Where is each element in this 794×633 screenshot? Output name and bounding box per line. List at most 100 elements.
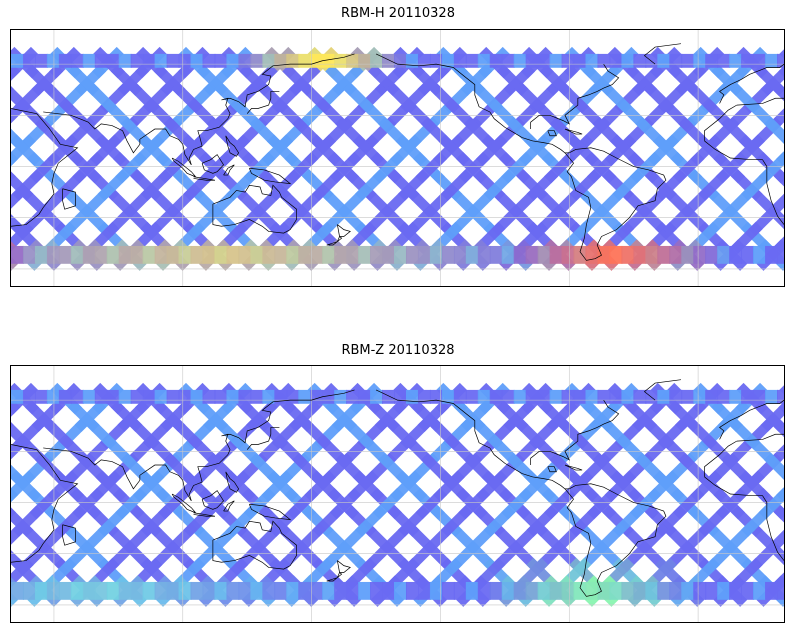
swath-north-belt — [214, 389, 228, 404]
swath-north-belt — [645, 389, 659, 404]
swath-south-belt — [513, 245, 527, 264]
coastline — [564, 147, 667, 261]
swath-south-belt — [633, 581, 647, 600]
swath-south-belt — [298, 581, 312, 600]
coastline — [225, 471, 240, 493]
swath-north-belt — [585, 389, 599, 404]
swath-ascending — [11, 522, 26, 545]
swath-south-belt — [477, 245, 491, 264]
swath-north-belt — [741, 389, 755, 404]
swath-south-belt — [178, 581, 192, 600]
swath-south-belt — [34, 245, 48, 264]
coastline — [201, 154, 224, 174]
coastline — [171, 493, 196, 514]
swath-north-belt — [465, 53, 479, 68]
swath-north-belt — [202, 389, 216, 404]
gridlines — [11, 30, 784, 286]
swath-north-belt — [46, 389, 60, 404]
swath-north-belt — [753, 53, 767, 68]
swath-layer — [11, 382, 784, 607]
swath-south-belt — [286, 245, 300, 264]
swath-south-belt — [46, 581, 60, 600]
swath-south-belt — [453, 245, 467, 264]
swath-south-belt — [621, 581, 635, 600]
swath-south-belt — [741, 581, 755, 600]
swath-south-belt — [94, 245, 108, 264]
coastline — [530, 63, 620, 130]
swath-south-belt — [46, 245, 60, 264]
map-panel-rbm-z — [10, 365, 785, 623]
swath-south-belt — [154, 245, 168, 264]
swath-south-belt — [681, 245, 695, 264]
swath-south-belt — [549, 245, 563, 264]
swath-south-belt — [585, 245, 599, 264]
swath-north-belt — [154, 389, 168, 404]
swath-north-belt — [11, 389, 24, 404]
swath-south-belt — [657, 245, 671, 264]
swath-south-belt — [238, 245, 252, 264]
coastline — [643, 43, 682, 65]
swath-south-belt — [441, 245, 455, 264]
swath-north-belt — [705, 53, 719, 68]
swath-south-belt — [717, 581, 731, 600]
swath-ascending — [11, 400, 21, 417]
swath-north-belt — [94, 389, 108, 404]
swath-north-belt — [382, 389, 396, 404]
swath-south-belt — [489, 581, 503, 600]
swath-south-belt — [22, 581, 36, 600]
swath-south-belt — [693, 581, 707, 600]
swath-north-belt — [214, 53, 228, 68]
swath-north-belt — [645, 53, 659, 68]
coastline — [736, 97, 784, 106]
swath-north-belt — [525, 53, 539, 68]
swath-south-belt — [597, 581, 611, 600]
swath-north-belt — [166, 389, 180, 404]
swath-south-belt — [382, 581, 396, 600]
swath-south-belt — [94, 581, 108, 600]
swath-north-belt — [525, 389, 539, 404]
coastline — [375, 53, 570, 154]
swath-south-belt — [310, 581, 324, 600]
swath-south-belt — [561, 245, 575, 264]
coastline — [11, 444, 79, 563]
swath-south-belt — [142, 581, 156, 600]
swath-south-belt — [705, 245, 719, 264]
swath-south-belt — [729, 581, 743, 600]
swath-north-belt — [70, 53, 84, 68]
swath-north-belt — [238, 389, 252, 404]
coastline — [564, 464, 583, 471]
swath-south-belt — [681, 581, 695, 600]
swath-south-belt — [465, 245, 479, 264]
swath-south-belt — [573, 581, 587, 600]
coastline-layer — [11, 43, 784, 261]
swath-north-belt — [489, 53, 503, 68]
swath-south-belt — [82, 245, 96, 264]
swath-south-belt — [334, 245, 348, 264]
swath-south-belt — [645, 581, 659, 600]
coastline — [718, 399, 784, 440]
swath-south-belt — [417, 581, 431, 600]
swath-south-belt — [429, 581, 443, 600]
swath-north-belt — [693, 53, 707, 68]
coastline — [223, 500, 235, 512]
swath-south-belt — [585, 581, 599, 600]
coastline — [704, 476, 784, 561]
swath-south-belt — [429, 245, 443, 264]
swath-south-belt — [382, 245, 396, 264]
swath-north-belt — [58, 53, 72, 68]
swath-south-belt — [633, 245, 647, 264]
swath-north-belt — [753, 389, 767, 404]
swath-south-belt — [346, 245, 360, 264]
coastline — [337, 224, 351, 237]
swath-north-belt — [82, 389, 96, 404]
swath-south-belt — [394, 581, 407, 600]
swath-north-belt — [154, 53, 168, 68]
swath-north-belt — [429, 389, 443, 404]
swath-north-belt — [465, 389, 479, 404]
swath-south-belt — [262, 581, 276, 600]
swath-south-belt — [453, 581, 467, 600]
coastline — [718, 63, 784, 104]
swath-south-belt — [537, 581, 551, 600]
coastline — [337, 560, 351, 573]
swath-north-belt — [202, 53, 216, 68]
